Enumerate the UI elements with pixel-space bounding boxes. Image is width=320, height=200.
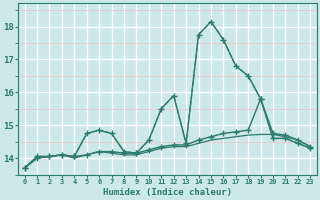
X-axis label: Humidex (Indice chaleur): Humidex (Indice chaleur) <box>103 188 232 197</box>
